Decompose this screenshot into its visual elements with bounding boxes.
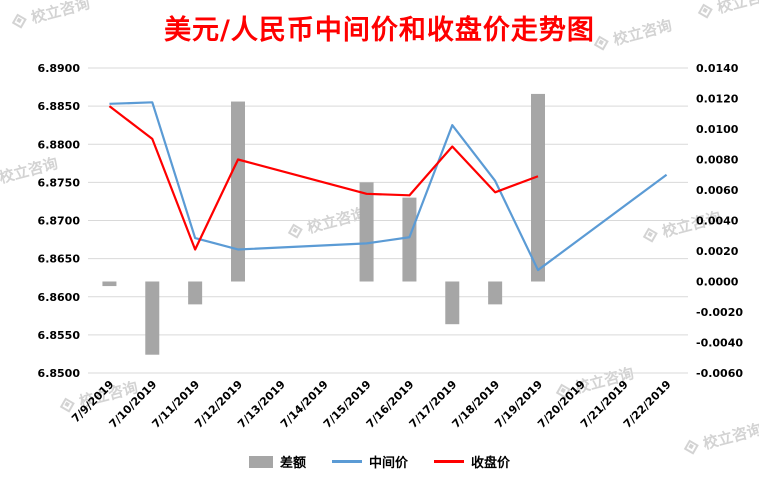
bar-diff [188,281,203,305]
right-axis-tick: 0.0000 [696,276,739,289]
line-close-price [108,105,539,251]
right-axis-tick: 0.0100 [696,123,739,136]
right-axis-tick: 0.0120 [696,93,739,106]
left-axis-tick: 6.8700 [38,215,81,228]
line-swatch-close-icon [434,460,464,463]
left-axis-tick: 6.8550 [38,329,81,342]
right-axis-tick: -0.0060 [696,367,743,380]
right-axis-tick: 0.0040 [696,215,739,228]
bar-diff [402,197,417,282]
right-axis-tick: 0.0080 [696,154,739,167]
legend-item-diff: 差额 [248,452,306,471]
chart-legend: 差额 中间价 收盘价 [0,452,759,471]
right-axis-tick: 0.0020 [696,245,739,258]
bar-diff [445,281,460,325]
bar-diff [145,281,160,355]
line-mid-price [109,101,668,272]
legend-item-close: 收盘价 [434,452,510,471]
right-axis-tick: -0.0020 [696,306,743,319]
legend-item-mid: 中间价 [331,452,408,471]
bar-diff [531,93,545,282]
legend-label-mid: 中间价 [368,456,408,471]
left-axis-tick: 6.8650 [38,253,81,266]
left-axis-tick: 6.8850 [38,100,81,113]
legend-label-close: 收盘价 [471,456,511,471]
right-axis-tick: -0.0040 [696,337,743,350]
right-axis-tick: 0.0140 [696,62,739,75]
left-axis-tick: 6.8900 [38,62,81,75]
right-axis-tick: 0.0060 [696,184,739,197]
line-swatch-mid-icon [331,460,362,463]
bar-diff [359,182,374,282]
left-axis-tick: 6.8600 [38,291,81,304]
bar-diff [231,101,245,282]
chart-title: 美元/人民币中间价和收盘价走势图 [164,15,595,46]
legend-label-diff: 差额 [279,456,306,471]
left-axis-tick: 6.8500 [38,367,81,380]
left-axis-tick: 6.8750 [38,176,81,189]
bar-diff [102,281,117,287]
left-axis-tick: 6.8800 [38,138,81,151]
bar-diff [488,281,503,305]
bar-swatch-icon [248,455,273,468]
